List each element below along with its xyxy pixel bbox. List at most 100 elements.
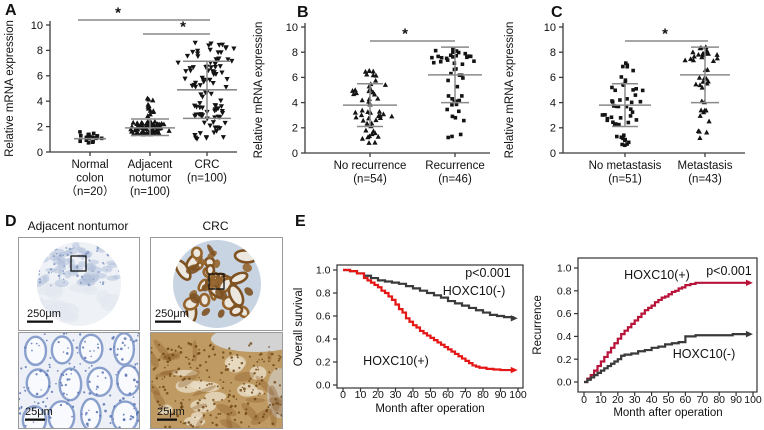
mean-error-bars-1 bbox=[125, 118, 175, 137]
ihc-image-nontumor-magnified: 25μm bbox=[18, 332, 140, 429]
svg-text:25μm: 25μm bbox=[157, 406, 185, 418]
svg-text:20: 20 bbox=[372, 389, 384, 401]
svg-text:100: 100 bbox=[509, 389, 527, 401]
svg-text:Adjacent: Adjacent bbox=[128, 159, 174, 171]
svg-text:0.8: 0.8 bbox=[557, 285, 572, 297]
scatter-points-group-1 bbox=[682, 44, 720, 140]
svg-text:8: 8 bbox=[292, 47, 298, 59]
mean-error-bars-0 bbox=[599, 82, 651, 128]
svg-text:30: 30 bbox=[629, 394, 641, 406]
scatter-points-group-0 bbox=[78, 130, 104, 145]
panel-a-scatter-chart: 0 2 4 6 8 10 Relative mRNA expression Normal col… bbox=[4, 5, 237, 198]
series-HOXC10(-): HOXC10(-) bbox=[584, 330, 753, 384]
panel-b-scatter-chart: 0 2 4 6 8 10 Relative mRNA expression No recurr… bbox=[253, 22, 490, 186]
panel-b-label: B bbox=[297, 4, 309, 21]
panel-a-label: A bbox=[5, 2, 17, 19]
svg-text:Month after operation: Month after operation bbox=[375, 403, 484, 415]
svg-text:0: 0 bbox=[340, 389, 346, 401]
panel-c-scatter-chart: 0 2 4 6 8 10 Relative mRNA expression No metast… bbox=[504, 22, 745, 186]
svg-text:250μm: 250μm bbox=[27, 308, 61, 320]
svg-text:(n=54): (n=54) bbox=[353, 174, 387, 186]
svg-text:8: 8 bbox=[37, 45, 43, 57]
svg-text:10: 10 bbox=[355, 389, 367, 401]
svg-text:p<0.001: p<0.001 bbox=[706, 264, 752, 278]
svg-text:0: 0 bbox=[37, 147, 43, 159]
svg-text:10: 10 bbox=[595, 394, 607, 406]
svg-text:80: 80 bbox=[713, 394, 725, 406]
svg-text:notumor: notumor bbox=[129, 173, 171, 185]
svg-text:Relative mRNA expression: Relative mRNA expression bbox=[504, 22, 516, 159]
svg-text:p<0.001: p<0.001 bbox=[465, 266, 511, 280]
axes: 0 2 4 6 8 10 Relative mRNA expression No metast… bbox=[504, 22, 745, 186]
series-HOXC10(+): HOXC10(+) bbox=[584, 268, 753, 384]
mean-error-bars-1 bbox=[680, 46, 730, 104]
svg-text:50: 50 bbox=[425, 389, 437, 401]
svg-text:0.2: 0.2 bbox=[557, 354, 572, 366]
svg-text:2: 2 bbox=[550, 123, 556, 135]
significance-bracket: * bbox=[78, 5, 210, 22]
panel-d-label: D bbox=[5, 213, 17, 230]
svg-text:6: 6 bbox=[37, 71, 43, 83]
svg-text:100: 100 bbox=[744, 394, 762, 406]
svg-text:0.6: 0.6 bbox=[557, 308, 572, 320]
svg-text:4: 4 bbox=[550, 97, 556, 109]
svg-text:HOXC10(-): HOXC10(-) bbox=[443, 284, 506, 298]
svg-text:40: 40 bbox=[646, 394, 658, 406]
ihc-image-nontumor-core: 250μm bbox=[18, 237, 140, 331]
svg-text:0: 0 bbox=[292, 148, 298, 160]
mean-error-bars-1 bbox=[428, 46, 482, 104]
svg-text:Metastasis: Metastasis bbox=[678, 160, 733, 172]
significance-bracket: * bbox=[143, 19, 210, 36]
panel-d-ihc-images: Adjacent nontumor CRC 250μm 250μm 25μm 2… bbox=[0, 215, 290, 430]
svg-text:1.0: 1.0 bbox=[316, 265, 331, 277]
svg-text:0.4: 0.4 bbox=[557, 331, 572, 343]
svg-text:40: 40 bbox=[407, 389, 419, 401]
svg-text:Normal: Normal bbox=[71, 159, 108, 171]
svg-text:2: 2 bbox=[292, 123, 298, 135]
svg-text:90: 90 bbox=[730, 394, 742, 406]
svg-text:10: 10 bbox=[31, 20, 43, 32]
svg-text:4: 4 bbox=[37, 96, 43, 108]
scatter-points-group-0 bbox=[600, 61, 645, 148]
series-HOXC10(-): HOXC10(-) bbox=[343, 268, 518, 322]
svg-text:4: 4 bbox=[292, 97, 298, 109]
svg-text:60: 60 bbox=[680, 394, 692, 406]
svg-text:(n=100): (n=100) bbox=[187, 173, 227, 185]
svg-text:60: 60 bbox=[442, 389, 454, 401]
svg-text:Recurrence: Recurrence bbox=[532, 295, 544, 354]
svg-text:HOXC10(-): HOXC10(-) bbox=[673, 347, 736, 361]
axes: 0 10 20 30 40 50 60 70 80 90 100 0.0 0.2 0.4 0.6 0.8 1.0… bbox=[293, 264, 527, 415]
svg-text:0.0: 0.0 bbox=[316, 380, 331, 392]
scatter-points-group-2 bbox=[175, 40, 237, 142]
svg-text:70: 70 bbox=[696, 394, 708, 406]
panel-e-label: E bbox=[295, 213, 306, 230]
svg-text:0.8: 0.8 bbox=[316, 288, 331, 300]
svg-text:10: 10 bbox=[544, 22, 556, 34]
svg-text:8: 8 bbox=[550, 47, 556, 59]
svg-text:colon: colon bbox=[76, 173, 104, 185]
svg-text:20: 20 bbox=[612, 394, 624, 406]
significance-bracket: * bbox=[370, 26, 455, 43]
panel-c-label: C bbox=[551, 4, 563, 21]
axes: 0 2 4 6 8 10 Relative mRNA expression Normal col… bbox=[4, 20, 237, 198]
svg-text:2: 2 bbox=[37, 121, 43, 133]
svg-text:*: * bbox=[402, 26, 408, 43]
svg-text:10: 10 bbox=[286, 22, 298, 34]
svg-text:Relative mRNA expression: Relative mRNA expression bbox=[4, 20, 16, 157]
svg-text:No recurrence: No recurrence bbox=[334, 160, 407, 172]
svg-text:80: 80 bbox=[477, 389, 489, 401]
svg-text:1.0: 1.0 bbox=[557, 263, 572, 275]
mean-error-bars-2 bbox=[177, 60, 237, 120]
svg-text:Month after operation: Month after operation bbox=[613, 407, 722, 419]
svg-text:*: * bbox=[662, 26, 668, 43]
svg-text:(n=100): (n=100) bbox=[130, 186, 170, 198]
svg-text:Overall survival: Overall survival bbox=[293, 288, 305, 367]
ihc-image-crc-core: 250μm bbox=[150, 237, 283, 331]
svg-text:No metastasis: No metastasis bbox=[589, 160, 662, 172]
svg-text:0.6: 0.6 bbox=[316, 311, 331, 323]
mean-error-bars-0 bbox=[343, 82, 397, 128]
svg-text:Recurrence: Recurrence bbox=[425, 160, 484, 172]
scatter-points-group-1 bbox=[430, 46, 476, 140]
svg-text:(n=51): (n=51) bbox=[608, 174, 642, 186]
